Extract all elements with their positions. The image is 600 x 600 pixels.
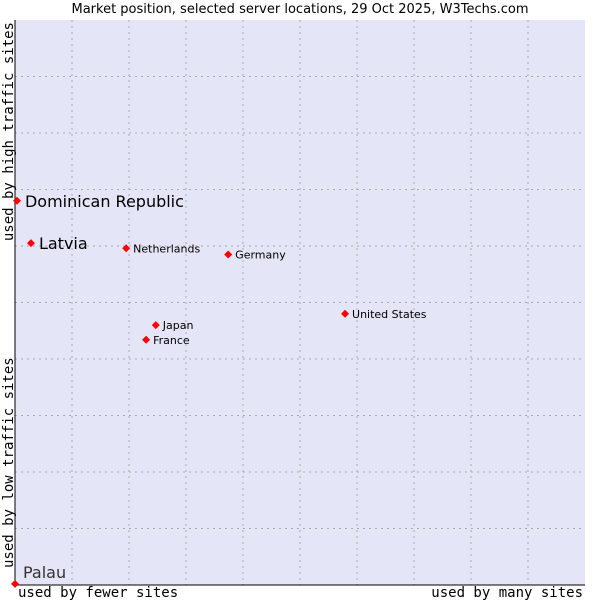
point-label: Palau bbox=[23, 563, 66, 582]
data-point-united-states bbox=[341, 309, 350, 318]
data-point-netherlands bbox=[122, 244, 131, 253]
y-label-bottom: used by low traffic sites bbox=[1, 357, 17, 568]
data-point-palau bbox=[11, 579, 19, 588]
point-label: Latvia bbox=[39, 234, 88, 253]
point-label: Netherlands bbox=[133, 242, 200, 255]
point-label: Dominican Republic bbox=[25, 192, 184, 211]
point-label: Japan bbox=[162, 319, 194, 332]
point-label: United States bbox=[352, 308, 427, 321]
point-label: Germany bbox=[235, 248, 286, 261]
y-label-top: used by high traffic sites bbox=[1, 22, 17, 241]
data-point-japan bbox=[151, 321, 160, 330]
x-label-right: used by many sites bbox=[431, 585, 583, 600]
point-label: France bbox=[153, 334, 190, 347]
data-point-latvia bbox=[26, 239, 35, 248]
data-point-france bbox=[142, 335, 151, 344]
data-point-germany bbox=[224, 250, 233, 259]
data-point-dominican-republic bbox=[12, 196, 21, 205]
x-label-left: used by fewer sites bbox=[18, 585, 178, 600]
chart-title: Market position, selected server locatio… bbox=[71, 2, 529, 17]
